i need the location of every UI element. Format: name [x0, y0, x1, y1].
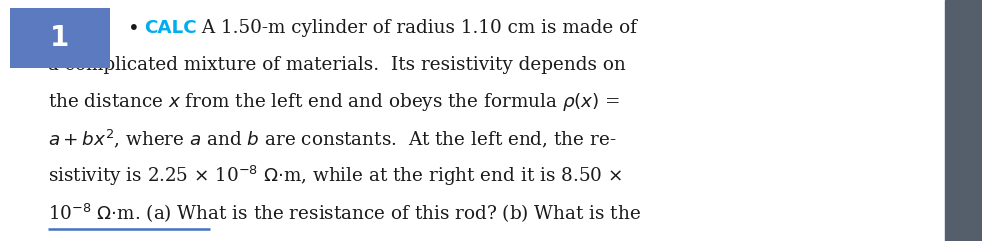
Text: $a + bx^2$, where $a$ and $b$ are constants.  At the left end, the re-: $a + bx^2$, where $a$ and $b$ are consta… [48, 128, 617, 150]
Text: CALC: CALC [144, 19, 196, 37]
Text: 1: 1 [50, 24, 70, 52]
Bar [945, 0, 982, 241]
Text: A 1.50-m cylinder of radius 1.10 cm is made of: A 1.50-m cylinder of radius 1.10 cm is m… [196, 19, 637, 37]
Text: sistivity is 2.25 $\times$ 10$^{-8}$ $\Omega$$\cdot$m, while at the right end it: sistivity is 2.25 $\times$ 10$^{-8}$ $\O… [48, 164, 623, 188]
Text: the distance $x$ from the left end and obeys the formula $\rho(x)$ =: the distance $x$ from the left end and o… [48, 91, 621, 113]
Text: 10$^{-8}$ $\Omega$$\cdot$m. (a) What is the resistance of this rod? (b) What is : 10$^{-8}$ $\Omega$$\cdot$m. (a) What is … [48, 201, 641, 224]
Bar [10, 8, 110, 68]
Text: •: • [128, 19, 139, 38]
Text: a complicated mixture of materials.  Its resistivity depends on: a complicated mixture of materials. Its … [48, 56, 626, 74]
